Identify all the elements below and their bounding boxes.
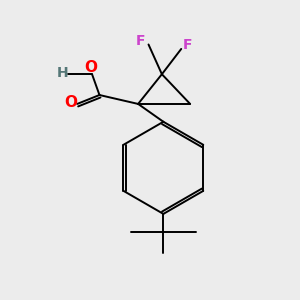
Text: F: F (135, 34, 145, 48)
Text: O: O (64, 95, 77, 110)
Text: O: O (84, 60, 97, 75)
Text: F: F (183, 38, 193, 52)
Text: H: H (57, 66, 69, 80)
